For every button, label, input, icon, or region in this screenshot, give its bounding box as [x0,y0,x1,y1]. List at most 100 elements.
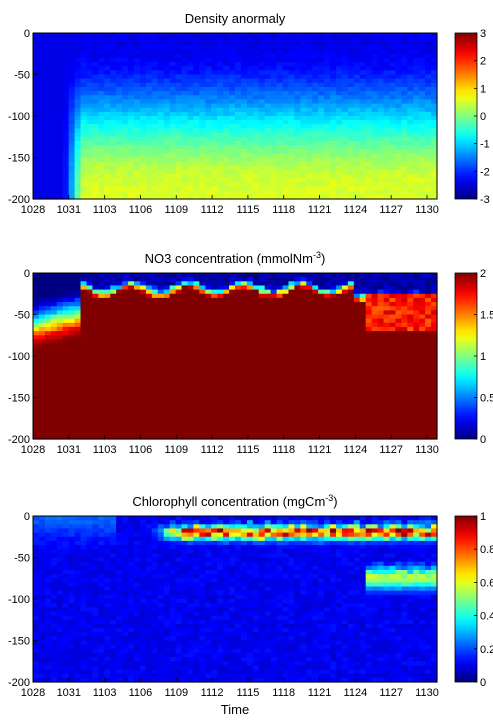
heatmap-cell [264,95,272,100]
heatmap-cell [193,149,200,154]
heatmap-cell [169,149,177,154]
heatmap-cell [122,318,129,324]
heatmap-cell [157,70,165,76]
heatmap-cell [258,116,266,121]
heatmap-cell [330,45,337,51]
heatmap-cell [235,95,242,100]
heatmap-cell [116,422,123,428]
heatmap-cell [211,91,218,96]
heatmap-cell [139,165,147,171]
heatmap-cell [181,116,189,121]
heatmap-cell [163,293,171,299]
heatmap-cell [395,169,402,175]
heatmap-cell [324,322,331,328]
heatmap-cell [294,136,301,142]
heatmap-cell [318,169,325,175]
heatmap-cell [217,285,224,291]
heatmap-cell [419,140,426,146]
heatmap-cell [264,326,272,332]
heatmap-cell [169,360,177,365]
heatmap-cell [347,82,355,88]
heatmap-cell [419,124,426,130]
heatmap-cell [258,66,266,71]
heatmap-cell [211,194,218,200]
heatmap-cell [282,306,290,311]
heatmap-cell [181,165,189,171]
heatmap-cell [282,174,290,179]
heatmap-cell [193,140,200,146]
heatmap-cell [347,161,355,167]
heatmap-cell [122,380,129,386]
heatmap-cell [270,393,278,399]
heatmap-cell [431,82,438,88]
heatmap-cell [104,302,111,307]
heatmap-cell [240,120,248,125]
heatmap-cell [205,285,212,291]
heatmap-cell [235,281,242,287]
heatmap-cell [175,62,183,67]
heatmap-cell [187,91,195,96]
heatmap-cell [56,277,64,282]
heatmap-cell [68,401,76,407]
heatmap-cell [44,149,52,154]
heatmap-cell [38,107,46,113]
heatmap-cell [116,99,123,105]
heatmap-cell [205,322,212,328]
heatmap-cell [252,149,260,154]
heatmap-cell [407,53,414,59]
heatmap-cell [288,145,296,150]
heatmap-cell [116,289,123,295]
heatmap-cell [300,376,307,382]
heatmap-cell [324,174,331,179]
heatmap-cell [324,418,331,423]
heatmap-cell [246,368,254,374]
heatmap-cell [163,149,171,154]
heatmap-cell [122,430,129,436]
heatmap-cell [68,120,76,125]
heatmap-cell [229,302,236,307]
heatmap-cell [128,86,135,92]
heatmap-cell [163,380,171,386]
heatmap-cell [359,128,367,134]
heatmap-cell [151,335,159,340]
heatmap-cell [353,285,361,291]
heatmap-cell [264,281,272,287]
heatmap-cell [294,74,301,80]
heatmap-cell [128,165,135,171]
heatmap-cell [330,372,337,378]
heatmap-cell [258,393,266,399]
heatmap-cell [365,37,373,42]
heatmap-cell [288,360,296,365]
heatmap-cell [276,430,284,436]
heatmap-cell [288,103,296,109]
heatmap-cell [318,149,325,154]
heatmap-cell [38,418,46,423]
heatmap-cell [318,45,325,51]
heatmap-cell [246,397,254,403]
heatmap-cell [336,401,343,407]
heatmap-cell [116,136,123,142]
heatmap-cell [306,430,313,436]
heatmap-cell [62,372,70,378]
heatmap-cell [258,409,266,415]
heatmap-cell [44,273,52,278]
heatmap-cell [300,178,307,183]
heatmap-cell [324,57,331,63]
heatmap-cell [50,302,58,307]
heatmap-cell [38,289,46,295]
heatmap-cell [288,385,296,390]
heatmap-cell [401,41,408,47]
heatmap-cell [74,99,82,105]
heatmap-cell [181,356,189,361]
heatmap-cell [235,74,242,80]
heatmap-cell [300,41,307,47]
heatmap-cell [312,120,319,125]
heatmap-cell [205,368,212,374]
heatmap-cell [347,103,355,109]
heatmap-cell [98,306,105,311]
heatmap-cell [151,401,159,407]
heatmap-cell [353,124,361,130]
heatmap-cell [336,41,343,47]
heatmap-cell [341,347,349,353]
heatmap-cell [324,62,331,67]
